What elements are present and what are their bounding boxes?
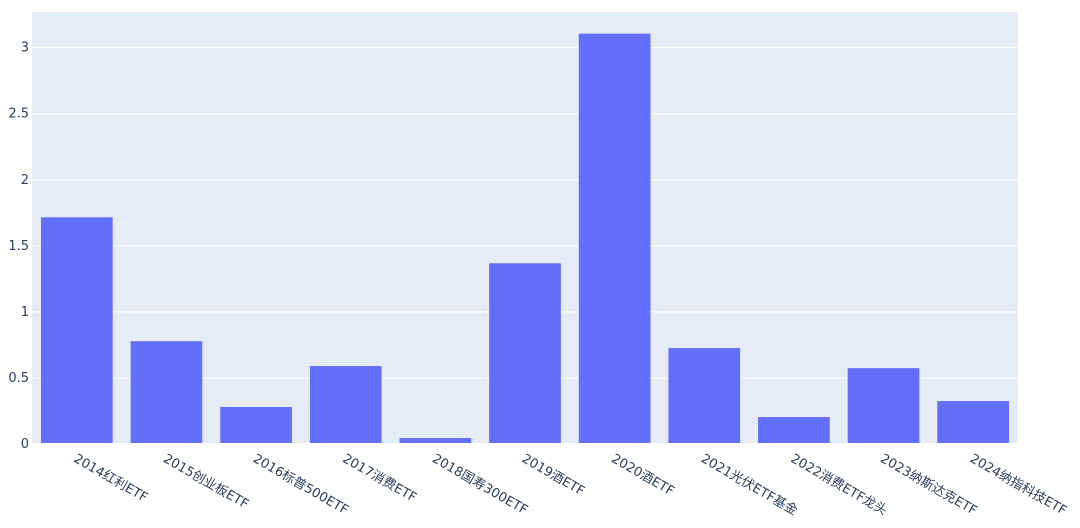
x-tick-label: 2023纳斯达克ETF [878, 451, 980, 518]
y-tick-label: 1.5 [8, 239, 29, 254]
bar [489, 263, 561, 444]
x-tick-label: 2020酒ETF [609, 451, 677, 499]
bar [847, 368, 920, 444]
bar [309, 366, 382, 444]
bar [578, 33, 651, 445]
bar [758, 417, 830, 444]
bar [668, 348, 741, 444]
bar [130, 341, 203, 444]
y-tick-label: 2.5 [8, 107, 29, 122]
x-tick-label: 2018国寿300ETF [429, 451, 530, 518]
bar [937, 401, 1010, 444]
y-tick-label: 1 [21, 305, 29, 320]
y-tick-label: 3 [21, 41, 29, 56]
x-tick-label: 2014红利ETF [71, 451, 151, 506]
y-tick-label: 0 [21, 437, 29, 452]
x-tick-label: 2016标普500ETF [250, 451, 351, 518]
x-tick-label: 2015创业板ETF [160, 451, 250, 512]
x-tick-label: 2024纳指科技ETF [967, 451, 1069, 518]
bar [40, 217, 113, 444]
y-tick-label: 0.5 [8, 371, 29, 386]
x-tick-label: 2017消费ETF [340, 451, 419, 505]
x-tick-label: 2021光伏ETF基金 [698, 451, 800, 519]
y-tick-label: 2 [21, 173, 29, 188]
bar [220, 407, 292, 444]
bar [399, 438, 472, 444]
x-tick-label: 2019酒ETF [519, 451, 587, 499]
x-tick-label: 2022消费ETF龙头 [788, 451, 890, 518]
